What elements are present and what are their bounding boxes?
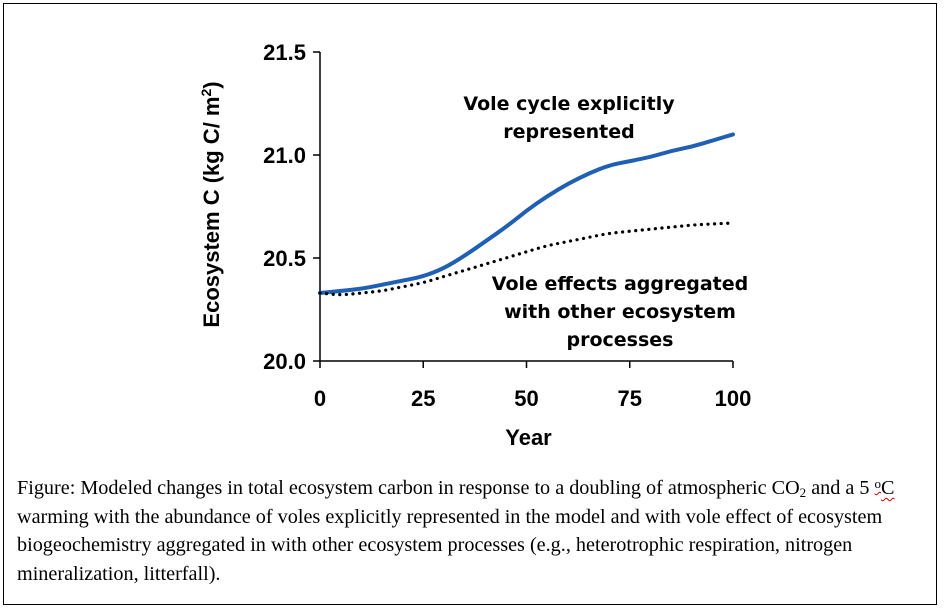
chart-axes: [313, 51, 734, 368]
series-annotation: with other ecosystem: [504, 301, 736, 323]
figure-caption: Figure: Modeled changes in total ecosyst…: [17, 474, 922, 588]
x-tick-label: 50: [514, 386, 538, 411]
series-line-aggregated: [318, 221, 735, 297]
chart-series: [318, 132, 735, 297]
caption-degree-sup: o: [874, 476, 882, 491]
series-line-explicit: [318, 132, 735, 295]
series-annotation: Vole effects aggregated: [492, 273, 748, 295]
x-tick-label: 100: [715, 386, 752, 411]
x-axis-title: Year: [505, 425, 552, 450]
y-tick-label: 20.5: [263, 246, 306, 271]
figure-frame: [3, 3, 937, 605]
x-tick-label: 0: [314, 386, 326, 411]
caption-text-1: Figure: Modeled changes in total ecosyst…: [17, 477, 800, 499]
caption-unit: C: [881, 477, 895, 499]
x-tick-label: 75: [618, 386, 642, 411]
series-annotation: represented: [503, 121, 634, 143]
y-tick-label: 21.0: [263, 143, 306, 168]
line-chart: 21.5 21.0 20.5 20.0 0 25 50 75 100 Year Ecosystem …: [198, 40, 751, 450]
series-annotation: Vole cycle explicitly: [463, 93, 675, 115]
x-tick-label: 25: [411, 386, 435, 411]
y-tick-label: 21.5: [263, 40, 306, 65]
chart-labels: 21.5 21.0 20.5 20.0 0 25 50 75 100 Year Ecosystem …: [198, 40, 751, 450]
y-tick-label: 20.0: [263, 349, 306, 374]
series-annotation: processes: [567, 329, 674, 351]
y-axis-title: Ecosystem C (kg C/ m2): [198, 81, 224, 327]
caption-co2-subscript: 2: [799, 485, 807, 500]
caption-text-2: and a 5: [806, 477, 875, 499]
caption-text-3: warming with the abundance of voles expl…: [17, 505, 883, 585]
